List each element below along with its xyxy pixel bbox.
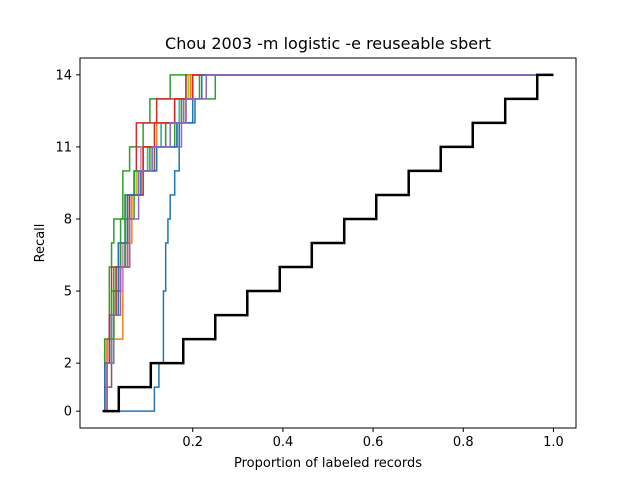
y-tick-label: 14 (55, 68, 72, 83)
x-axis-ticks: 0.2 0.4 0.6 0.8 1.0 (182, 428, 564, 450)
y-tick-label: 2 (64, 357, 72, 372)
x-tick-label: 0.4 (273, 435, 294, 450)
series-line-1 (102, 74, 554, 412)
x-tick-label: 0.8 (453, 435, 474, 450)
series-layer (102, 73, 554, 413)
x-tick-label: 1.0 (543, 435, 564, 450)
x-tick-label: 0.2 (182, 435, 203, 450)
plot-frame (79, 57, 577, 429)
y-axis-ticks: 0 2 5 8 11 14 (55, 68, 80, 420)
x-tick-label: 0.6 (363, 435, 384, 450)
series-line-17 (102, 73, 554, 413)
y-axis-label: Recall (33, 224, 48, 263)
y-tick-label: 11 (55, 140, 72, 155)
y-tick-label: 0 (64, 405, 72, 420)
y-tick-label: 8 (64, 212, 72, 227)
chart-title: Chou 2003 -m logistic -e reuseable sbert (165, 34, 491, 53)
x-axis-label: Proportion of labeled records (234, 456, 422, 471)
y-tick-label: 5 (64, 285, 72, 300)
series-line-16 (102, 74, 554, 412)
